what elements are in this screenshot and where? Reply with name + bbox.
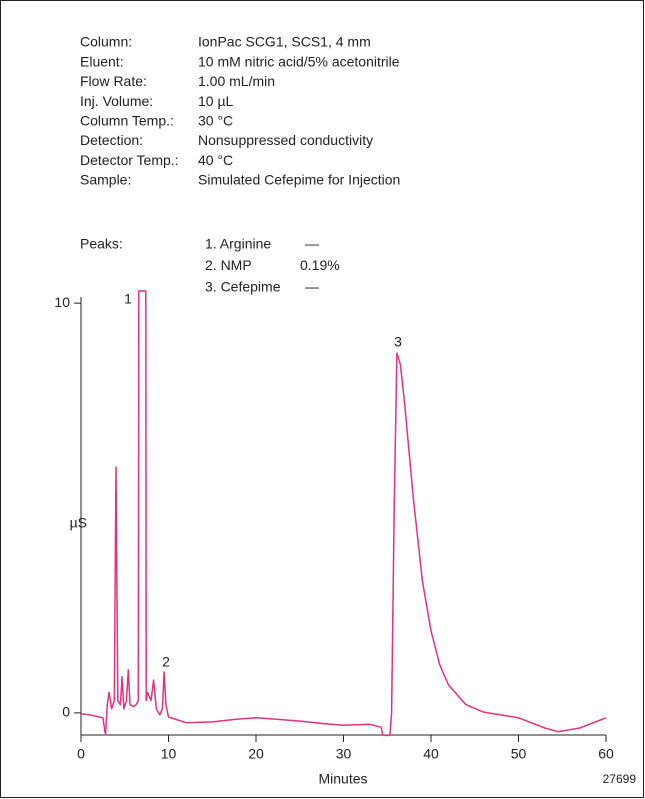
y-tick-label: 0 [62,704,70,720]
y-tick-label: 10 [54,294,70,310]
info-value: 1.00 mL/min [198,73,275,89]
peak-amount: — [305,279,319,295]
peak-amount: 0.19% [300,257,340,273]
figure-id: 27699 [603,772,637,786]
info-label: Flow Rate: [80,73,147,89]
peak-label: 2 [162,654,170,670]
info-label: Detection: [80,132,143,148]
peak-name: 1. Arginine [205,236,271,252]
x-tick-label: 50 [511,746,527,762]
y-axis-label: µS [70,515,87,531]
peaks-label: Peaks: [80,236,123,252]
x-tick-label: 0 [77,746,85,762]
peak-name: 2. NMP [205,257,252,273]
info-label: Column Temp.: [80,113,174,129]
info-label: Detector Temp.: [80,152,179,168]
info-value: 30 °C [198,113,233,129]
x-axis-label: Minutes [318,771,367,787]
info-value: 10 µL [198,93,234,109]
info-value: Simulated Cefepime for Injection [198,172,400,188]
info-value: 40 °C [198,152,233,168]
peak-amount: — [305,236,319,252]
x-tick-label: 60 [598,746,614,762]
x-tick-label: 10 [161,746,177,762]
peak-label: 1 [124,291,132,307]
info-value: Nonsuppressed conductivity [198,132,373,148]
info-label: Inj. Volume: [80,93,153,109]
info-label: Sample: [80,172,131,188]
info-value: 10 mM nitric acid/5% acetonitrile [198,53,400,69]
peak-name: 3. Cefepime [205,279,281,295]
info-label: Eluent: [80,53,124,69]
x-tick-label: 40 [423,746,439,762]
chromatogram-trace [80,290,607,737]
x-tick-label: 20 [248,746,264,762]
info-label: Column: [80,34,132,50]
x-tick-label: 30 [336,746,352,762]
peak-label: 3 [394,334,402,350]
info-value: IonPac SCG1, SCS1, 4 mm [198,34,371,50]
